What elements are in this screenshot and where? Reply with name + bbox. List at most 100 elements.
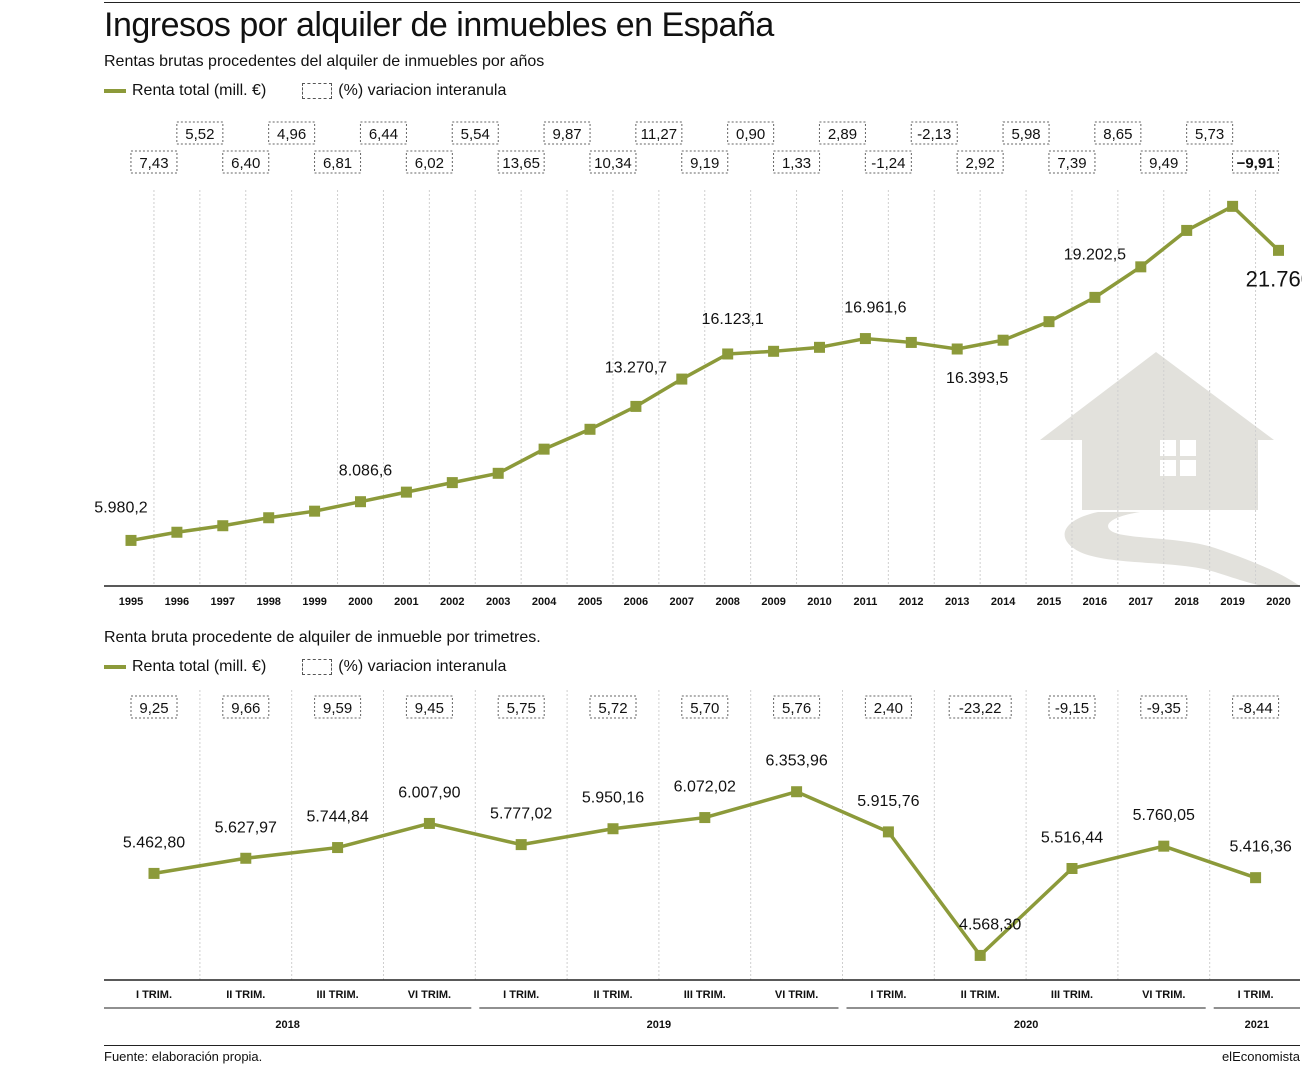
- variation-label: 10,34: [589, 150, 637, 174]
- data-point: [699, 812, 711, 824]
- variation-text: -23,22: [959, 700, 1002, 717]
- variation-label: 2,40: [864, 695, 912, 719]
- x-tick-label: 2009: [761, 596, 785, 608]
- variation-text: 9,25: [139, 700, 168, 717]
- window-pane: [1180, 440, 1196, 456]
- variation-label: 5,75: [497, 695, 545, 719]
- data-point: [263, 512, 275, 524]
- data-point: [630, 400, 642, 412]
- data-label: 5.777,02: [490, 806, 552, 823]
- legend-variation-label: (%) variacion interanula: [338, 82, 507, 99]
- variation-box: [1186, 121, 1234, 145]
- variation-text: 11,27: [641, 126, 677, 143]
- series-line: [130, 204, 1280, 543]
- variation-label: -1,24: [864, 150, 912, 174]
- window-pane: [1180, 460, 1196, 476]
- x-tick-label: 2001: [394, 596, 418, 608]
- variation-text: 8,65: [1103, 126, 1132, 143]
- variation-box: [773, 695, 821, 719]
- variation-label: -2,13: [910, 121, 958, 145]
- data-label: 5.915,76: [857, 793, 919, 810]
- year-group-label: 2019: [647, 1019, 671, 1031]
- variation-text: -8,44: [1238, 700, 1272, 717]
- variation-box: [405, 695, 453, 719]
- data-label: 5.627,97: [215, 819, 277, 836]
- variation-label: 9,49: [1140, 150, 1188, 174]
- x-tick-label: 2003: [486, 596, 510, 608]
- variation-box: [864, 150, 912, 174]
- legend-variation-swatch: [302, 659, 333, 675]
- data-point: [974, 949, 986, 961]
- variation-box: [314, 150, 362, 174]
- variation-box: [222, 695, 270, 719]
- legend-variation-label: (%) variacion interanula: [338, 658, 507, 675]
- variation-label: 8,65: [1094, 121, 1142, 145]
- data-label: 5.760,05: [1133, 807, 1195, 824]
- data-point: [1043, 316, 1055, 328]
- x-tick-label: 2000: [348, 596, 372, 608]
- variation-text: 5,76: [782, 700, 811, 717]
- variation-box: [589, 695, 637, 719]
- variation-text: 5,73: [1195, 126, 1224, 143]
- variation-label: 9,45: [405, 695, 453, 719]
- variation-label: -23,22: [948, 695, 1012, 719]
- x-tick-label: I TRIM.: [136, 989, 172, 1001]
- variation-text: 9,45: [415, 700, 444, 717]
- x-tick-label: I TRIM.: [503, 989, 539, 1001]
- data-point: [951, 343, 963, 355]
- data-label: 5.462,80: [123, 834, 185, 851]
- data-point: [791, 786, 803, 798]
- variation-label: -8,44: [1232, 695, 1280, 719]
- variation-text: 6,81: [323, 155, 352, 172]
- variation-label: 1,33: [773, 150, 821, 174]
- variation-box: [130, 150, 178, 174]
- variation-text: 5,54: [461, 126, 490, 143]
- variation-text: 5,98: [1011, 126, 1040, 143]
- variation-box: [635, 121, 683, 145]
- variation-box: [130, 695, 178, 719]
- variation-text: 5,75: [507, 700, 536, 717]
- data-label: 5.416,36: [1229, 839, 1291, 856]
- variation-text: -1,24: [871, 155, 905, 172]
- variation-box: [773, 150, 821, 174]
- variation-text: 7,39: [1057, 155, 1086, 172]
- variation-text: 9,19: [690, 155, 719, 172]
- year-group-label: 2018: [275, 1019, 299, 1031]
- x-tick-label: III TRIM.: [684, 989, 726, 1001]
- variation-text: 2,89: [828, 126, 857, 143]
- data-point: [423, 817, 435, 829]
- data-point: [859, 333, 871, 345]
- data-label: 16.123,1: [702, 311, 764, 328]
- data-point: [1066, 862, 1078, 874]
- brand-label: elEconomista: [1221, 1049, 1300, 1064]
- variation-label: 5,73: [1186, 121, 1234, 145]
- variation-box: [497, 150, 545, 174]
- variation-box: [314, 695, 362, 719]
- data-label: 5.980,2: [94, 499, 147, 516]
- variation-text: 6,40: [231, 155, 260, 172]
- data-point: [1227, 200, 1239, 212]
- x-tick-label: 1999: [302, 596, 326, 608]
- data-point: [515, 839, 527, 851]
- variation-label: 9,87: [543, 121, 591, 145]
- variation-text: 9,87: [552, 126, 581, 143]
- variation-label: 7,43: [130, 150, 178, 174]
- variation-label: −9,91: [1232, 150, 1280, 174]
- data-label: 5.950,16: [582, 790, 644, 807]
- x-tick-label: III TRIM.: [317, 989, 359, 1001]
- variation-box: [1232, 150, 1280, 174]
- variation-box: [956, 150, 1004, 174]
- data-point: [905, 336, 917, 348]
- variation-box: [451, 121, 499, 145]
- variation-text: 9,59: [323, 700, 352, 717]
- x-tick-label: 2017: [1129, 596, 1153, 608]
- variation-box: [1048, 695, 1096, 719]
- year-group-label: 2021: [1245, 1019, 1269, 1031]
- x-tick-label: 2010: [807, 596, 831, 608]
- x-tick-label: 1997: [211, 596, 235, 608]
- x-tick-label: 2004: [532, 596, 557, 608]
- variation-text: 0,90: [736, 126, 765, 143]
- annual-legend: Renta total (mill. €) (%) variacion inte…: [104, 82, 506, 100]
- x-tick-label: 1998: [256, 596, 280, 608]
